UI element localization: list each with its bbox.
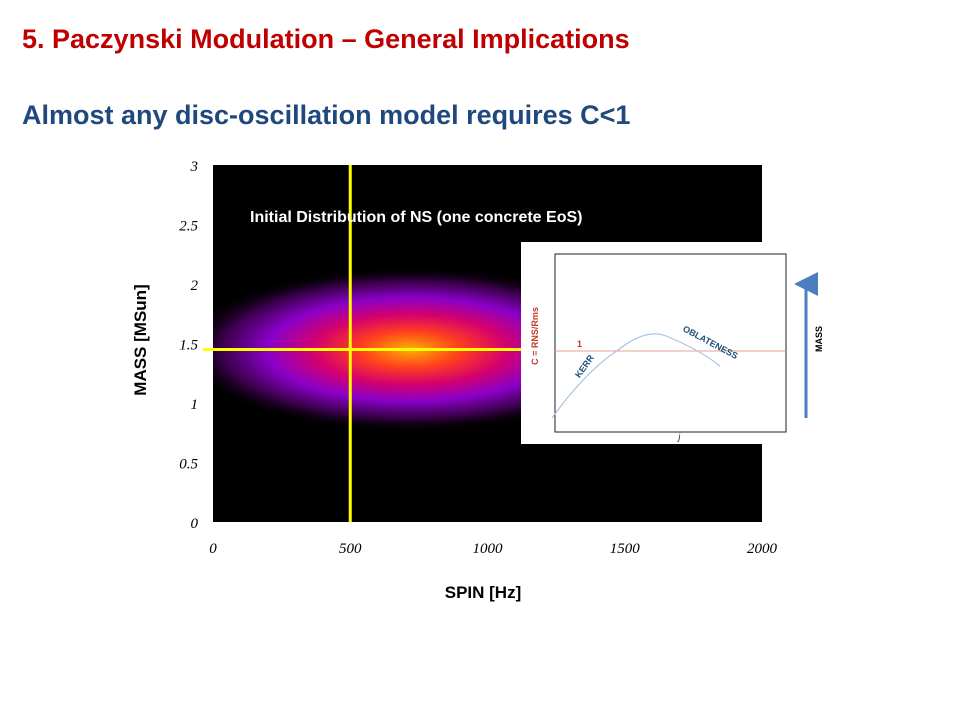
x-tick-label: 1500 (610, 541, 641, 557)
inset-line-label: 1 (577, 339, 582, 349)
inset-diagram: C = RNS/Rms 1 KERR OBLATENESS j MASS (521, 242, 824, 444)
x-tick-label: 2000 (747, 541, 778, 557)
y-tick-label: 2 (191, 278, 199, 294)
inset-x-label: j (677, 432, 681, 442)
y-tick-label: 3 (190, 159, 199, 175)
x-tick-label: 0 (209, 541, 217, 557)
inset-arrow-label: MASS (814, 326, 824, 352)
slide-title: 5. Paczynski Modulation – General Implic… (22, 24, 630, 54)
y-tick-label: 0 (191, 516, 199, 532)
y-axis-label: MASS [MSun] (131, 284, 150, 395)
distribution-annotation: Initial Distribution of NS (one concrete… (250, 209, 582, 226)
inset-frame (554, 253, 787, 433)
x-axis-ticks: 0 500 1000 1500 2000 (209, 541, 777, 557)
x-tick-label: 1000 (473, 541, 504, 557)
y-tick-label: 1 (191, 397, 199, 413)
inset-y-label: C = RNS/Rms (530, 307, 540, 365)
y-tick-label: 2.5 (179, 219, 198, 235)
y-axis-ticks: 0 0.5 1 1.5 2 2.5 3 (179, 159, 198, 532)
y-tick-label: 0.5 (179, 457, 198, 473)
inset-panel (521, 242, 821, 444)
slide-subtitle: Almost any disc-oscillation model requir… (22, 100, 631, 130)
x-tick-label: 500 (339, 541, 362, 557)
inset-curve (551, 333, 721, 419)
y-tick-label: 1.5 (179, 338, 198, 354)
x-axis-label: SPIN [Hz] (445, 583, 522, 602)
